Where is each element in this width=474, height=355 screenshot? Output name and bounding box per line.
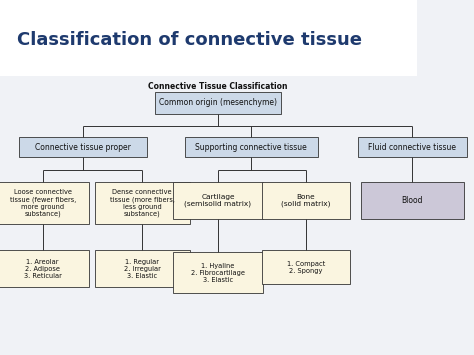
FancyBboxPatch shape xyxy=(173,182,264,219)
Text: Connective Tissue Classification: Connective Tissue Classification xyxy=(148,82,288,91)
Text: 1. Hyaline
2. Fibrocartilage
3. Elastic: 1. Hyaline 2. Fibrocartilage 3. Elastic xyxy=(191,263,245,283)
Text: Classification of connective tissue: Classification of connective tissue xyxy=(17,31,362,49)
FancyBboxPatch shape xyxy=(94,250,190,287)
Text: Cartilage
(semisolid matrix): Cartilage (semisolid matrix) xyxy=(184,193,252,207)
FancyBboxPatch shape xyxy=(262,250,350,284)
FancyBboxPatch shape xyxy=(357,137,467,157)
Text: Supporting connective tissue: Supporting connective tissue xyxy=(195,143,307,152)
FancyBboxPatch shape xyxy=(361,182,464,219)
FancyBboxPatch shape xyxy=(0,250,89,287)
Text: 1. Areolar
2. Adipose
3. Reticular: 1. Areolar 2. Adipose 3. Reticular xyxy=(24,258,62,279)
Text: 1. Compact
2. Spongy: 1. Compact 2. Spongy xyxy=(287,261,325,274)
FancyBboxPatch shape xyxy=(18,137,147,157)
FancyBboxPatch shape xyxy=(0,182,89,224)
Text: Bone
(solid matrix): Bone (solid matrix) xyxy=(281,193,330,207)
Text: Blood: Blood xyxy=(401,196,423,205)
FancyBboxPatch shape xyxy=(262,182,350,219)
Text: Fluid connective tissue: Fluid connective tissue xyxy=(368,143,456,152)
FancyBboxPatch shape xyxy=(0,0,417,76)
Text: 1. Regular
2. Irregular
3. Elastic: 1. Regular 2. Irregular 3. Elastic xyxy=(124,258,161,279)
FancyBboxPatch shape xyxy=(155,92,281,114)
FancyBboxPatch shape xyxy=(185,137,318,157)
FancyBboxPatch shape xyxy=(94,182,190,224)
Text: Common origin (mesenchyme): Common origin (mesenchyme) xyxy=(159,98,277,107)
FancyBboxPatch shape xyxy=(173,252,264,293)
Text: Dense connective
tissue (more fibers,
less ground
substance): Dense connective tissue (more fibers, le… xyxy=(110,189,174,217)
Text: Loose connective
tissue (fewer fibers,
more ground
substance): Loose connective tissue (fewer fibers, m… xyxy=(9,189,76,217)
Text: Connective tissue proper: Connective tissue proper xyxy=(35,143,131,152)
